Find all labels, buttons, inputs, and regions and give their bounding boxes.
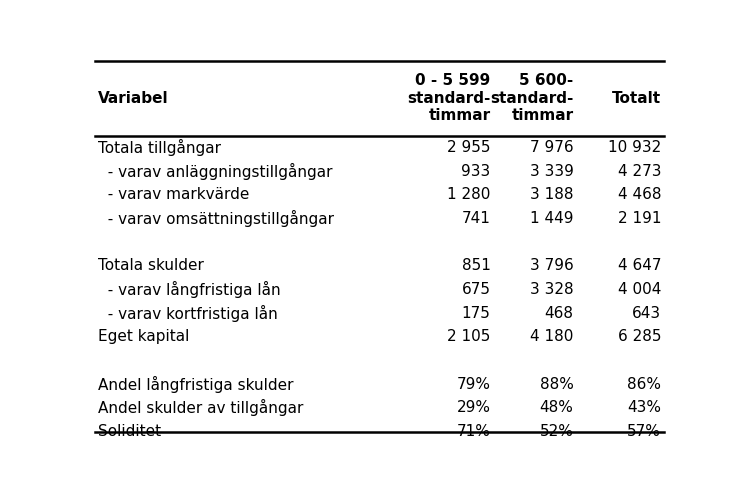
Text: 643: 643 [632,305,661,321]
Text: 2 955: 2 955 [447,140,491,155]
Text: Totalt: Totalt [612,91,661,106]
Text: - varav markvärde: - varav markvärde [98,187,250,202]
Text: 4 004: 4 004 [618,282,661,297]
Text: 4 468: 4 468 [618,187,661,202]
Text: 88%: 88% [539,377,573,392]
Text: 48%: 48% [539,400,573,415]
Text: 4 647: 4 647 [618,258,661,273]
Text: Andel skulder av tillgångar: Andel skulder av tillgångar [98,399,304,416]
Text: 3 188: 3 188 [530,187,573,202]
Text: 741: 741 [462,211,491,226]
Text: 79%: 79% [457,377,491,392]
Text: 57%: 57% [627,424,661,439]
Text: 4 273: 4 273 [618,164,661,179]
Text: 2 191: 2 191 [618,211,661,226]
Text: 933: 933 [461,164,491,179]
Text: 2 105: 2 105 [447,329,491,344]
Text: 52%: 52% [539,424,573,439]
Text: 43%: 43% [627,400,661,415]
Text: 7 976: 7 976 [530,140,573,155]
Text: 0 - 5 599
standard-
timmar: 0 - 5 599 standard- timmar [407,73,491,123]
Text: 4 180: 4 180 [530,329,573,344]
Text: 1 449: 1 449 [530,211,573,226]
Text: 3 328: 3 328 [530,282,573,297]
Text: Variabel: Variabel [98,91,168,106]
Text: 6 285: 6 285 [618,329,661,344]
Text: - varav kortfristiga lån: - varav kortfristiga lån [98,304,278,322]
Text: 3 339: 3 339 [530,164,573,179]
Text: 175: 175 [462,305,491,321]
Text: 468: 468 [545,305,573,321]
Text: 86%: 86% [627,377,661,392]
Text: - varav anläggningstillgångar: - varav anläggningstillgångar [98,163,333,180]
Text: 851: 851 [462,258,491,273]
Text: Totala tillgångar: Totala tillgångar [98,139,221,156]
Text: - varav långfristiga lån: - varav långfristiga lån [98,281,281,298]
Text: Andel långfristiga skulder: Andel långfristiga skulder [98,376,293,393]
Text: 3 796: 3 796 [530,258,573,273]
Text: Soliditet: Soliditet [98,424,161,439]
Text: 5 600-
standard-
timmar: 5 600- standard- timmar [490,73,573,123]
Text: 1 280: 1 280 [447,187,491,202]
Text: - varav omsättningstillgångar: - varav omsättningstillgångar [98,210,334,227]
Text: Totala skulder: Totala skulder [98,258,204,273]
Text: Eget kapital: Eget kapital [98,329,189,344]
Text: 71%: 71% [457,424,491,439]
Text: 675: 675 [461,282,491,297]
Text: 29%: 29% [457,400,491,415]
Text: 10 932: 10 932 [608,140,661,155]
